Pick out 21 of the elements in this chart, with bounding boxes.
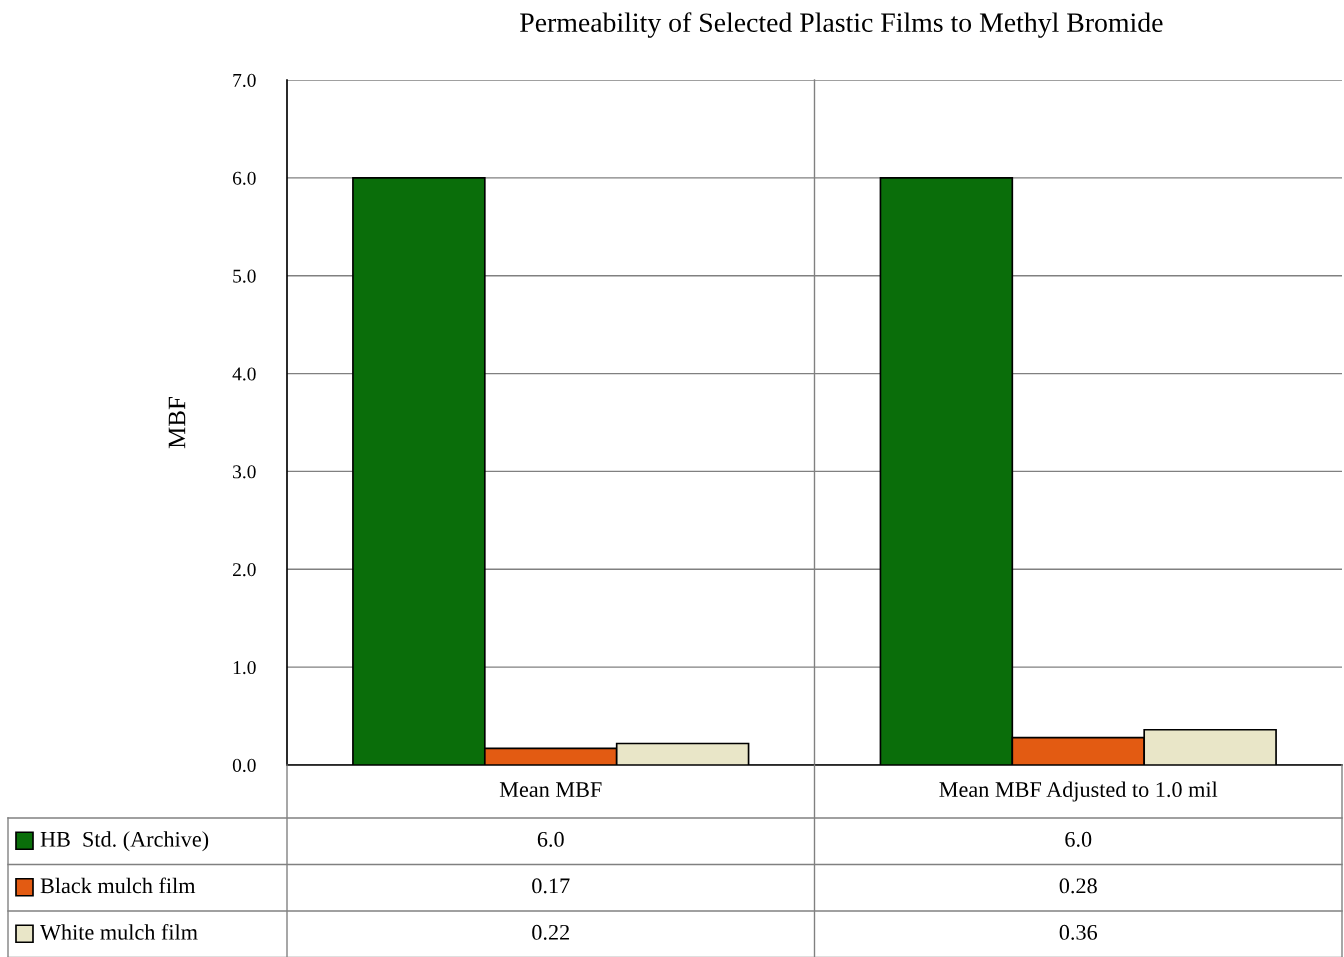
data-label: 0.22 [532, 924, 569, 940]
y-tick-label: 1.0 [233, 660, 256, 675]
y-tick-label: 5.0 [233, 269, 256, 283]
y-axis-title: MBF [168, 397, 186, 449]
data-label: 0.17 [532, 878, 570, 894]
legend-label: White mulch film [40, 923, 198, 940]
y-tick-label: 6.0 [232, 171, 256, 185]
legend-label: Black mulch film [40, 877, 196, 894]
y-tick-label: 4.0 [232, 367, 256, 381]
y-tick-label: 3.0 [233, 465, 256, 479]
data-label: 0.28 [1059, 878, 1097, 894]
legend-label: HB Std. (Archive) [40, 831, 209, 852]
y-tick-label: 0.0 [232, 758, 256, 773]
y-tick-label: 2.0 [232, 563, 256, 577]
x-tick-label: Mean MBF [499, 782, 602, 798]
data-label: 6.0 [1065, 831, 1092, 847]
x-tick-label: Mean MBF Adjusted to 1.0 mil [939, 781, 1218, 802]
y-tick-label: 7.0 [233, 73, 256, 88]
data-label: 0.36 [1059, 924, 1098, 940]
data-label: 6.0 [537, 831, 564, 847]
chart-title: Permeability of Selected Plastic Films to Methyl Bromide [520, 12, 1163, 38]
